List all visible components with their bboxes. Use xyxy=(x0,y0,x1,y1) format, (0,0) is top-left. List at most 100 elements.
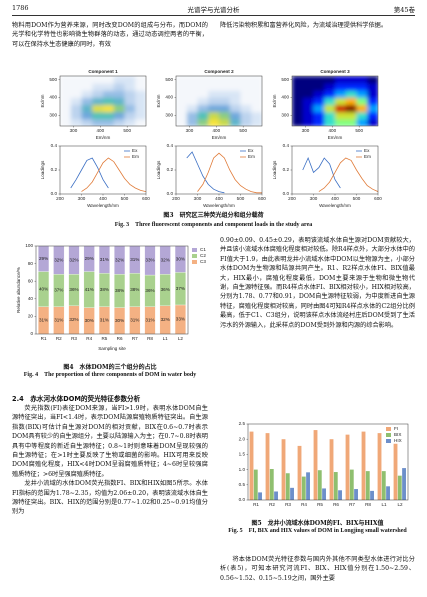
plot-frame xyxy=(291,75,379,127)
heat-cell xyxy=(292,118,304,126)
left-text: 荧光指数(FI)表征DOM来源，当FI>1.9时，表明水体DOM自生源特征突出，… xyxy=(12,404,208,594)
figure-caption: 图4 水体DOM的三个组分的占比 xyxy=(63,364,157,371)
data-label: 29% xyxy=(39,256,48,261)
heat-cell xyxy=(292,104,304,113)
plot-area xyxy=(38,246,186,334)
y-tick-label: 60 xyxy=(28,278,34,283)
heat-cell xyxy=(92,90,104,98)
x-tick-label: 500 xyxy=(353,196,361,201)
y-axis-label: Loadings xyxy=(272,160,277,179)
intro-left: 物料用DOM作为营养来源，同时改变DOM的组成与分布，而DOM的光学和化学特性也… xyxy=(12,21,208,61)
paragraph: 荧光指数(FI)表征DOM来源，当FI>1.9时，表明水体DOM自生源特征突出，… xyxy=(12,405,208,478)
heat-cell xyxy=(313,83,325,91)
bar-segment xyxy=(68,246,80,275)
plot-frame xyxy=(35,245,189,335)
heat-cell xyxy=(81,76,93,84)
bar xyxy=(297,445,302,500)
heat-cell xyxy=(219,97,231,106)
bar xyxy=(306,472,310,500)
heat-cell xyxy=(124,76,136,84)
bar xyxy=(274,491,278,500)
bar xyxy=(290,487,294,500)
y-tick-label: 400 xyxy=(49,95,57,100)
data-label: 36% xyxy=(145,288,154,293)
bar-segment xyxy=(114,246,126,275)
bar-segment xyxy=(174,246,186,273)
heat-cell xyxy=(313,104,325,113)
figure-caption: Fig. 5 FI, BIX and HIX values of DOM in … xyxy=(228,528,407,534)
heat-cell xyxy=(113,97,125,106)
heat-cell xyxy=(240,97,252,106)
heat-cell xyxy=(367,97,378,106)
heat-cell xyxy=(186,76,198,84)
heat-cell xyxy=(103,118,115,126)
heat-cell xyxy=(103,83,115,91)
heat-cell xyxy=(124,97,136,106)
figure-caption: Fig. 3 Three fluorescent components and … xyxy=(114,222,313,228)
heat-cell xyxy=(219,83,231,91)
heat-cell xyxy=(81,104,93,113)
bar xyxy=(377,433,382,500)
legend-label: Em xyxy=(132,154,139,159)
heat-cell xyxy=(186,111,198,120)
legend-label: Em xyxy=(248,154,255,159)
y-tick-label: 0.4 xyxy=(283,143,290,148)
y-tick-label: 0.0 xyxy=(283,191,290,196)
heat-cell xyxy=(208,76,220,84)
heat-cell xyxy=(302,104,314,113)
y-tick-label: 0.0 xyxy=(51,191,58,196)
y-tick-label: 1.0 xyxy=(239,467,246,472)
heat-cell xyxy=(70,83,82,91)
heat-cell xyxy=(292,90,304,98)
legend-label: Ex xyxy=(248,148,254,153)
heat-cell xyxy=(335,118,347,126)
figure-caption: 图3 研究区三种荧光组分和组分载荷 xyxy=(163,212,264,219)
plot-area xyxy=(302,156,378,192)
heat-cell xyxy=(229,83,241,91)
y-axis-label: Ex/nm xyxy=(272,94,277,107)
heat-cell xyxy=(229,90,241,98)
paragraph: 物料用DOM作为营养来源，同时改变DOM的组成与分布，而DOM的光学和化学特性也… xyxy=(12,22,208,48)
paragraph: 将本体DOM荧光特征参数与国内外其他不同类型水体进行对比分析(表5)，可知本研究… xyxy=(220,556,415,582)
heat-cell xyxy=(240,118,252,126)
heat-cell xyxy=(124,83,136,91)
y-tick-label: 1.5 xyxy=(239,452,246,457)
heat-cell xyxy=(367,83,378,91)
heat-cell xyxy=(324,104,336,113)
data-label: 36% xyxy=(161,287,170,292)
heat-cell xyxy=(186,104,198,113)
heat-cell xyxy=(103,111,115,120)
x-tick-label: R2 xyxy=(56,336,62,341)
chart-title: Component 1 xyxy=(88,69,118,74)
x-tick-label: L2 xyxy=(178,336,184,341)
heat-cell xyxy=(176,83,188,91)
bar xyxy=(393,443,398,500)
heat-cell xyxy=(302,111,314,120)
x-tick-label: 300 xyxy=(302,128,310,133)
bar-segment xyxy=(53,246,65,275)
x-tick-label: R4 xyxy=(301,502,307,507)
heat-cell xyxy=(208,83,220,91)
plot-frame xyxy=(247,423,409,501)
page-number: 1786 xyxy=(12,4,29,12)
y-tick-label: 100 xyxy=(25,243,33,248)
y-tick-label: 400 xyxy=(165,95,173,100)
x-tick-label: 500 xyxy=(237,196,245,201)
journal-name: 光谱学与光谱分析 xyxy=(187,6,240,14)
heat-cell xyxy=(356,111,368,120)
heat-cell xyxy=(176,90,188,98)
heat-cell xyxy=(176,97,188,106)
heat-cell xyxy=(345,90,357,98)
data-label: 31% xyxy=(100,257,109,262)
heat-cell xyxy=(81,111,93,120)
heat-cell xyxy=(367,111,378,120)
legend-label: C3 xyxy=(200,259,206,264)
legend-label: BIX xyxy=(394,432,401,437)
heat-cell xyxy=(197,97,209,106)
heat-cell xyxy=(356,104,368,113)
heat-cell xyxy=(240,83,252,91)
line-series xyxy=(186,151,225,194)
heat-cell xyxy=(219,76,231,84)
heat-cell xyxy=(208,97,220,106)
